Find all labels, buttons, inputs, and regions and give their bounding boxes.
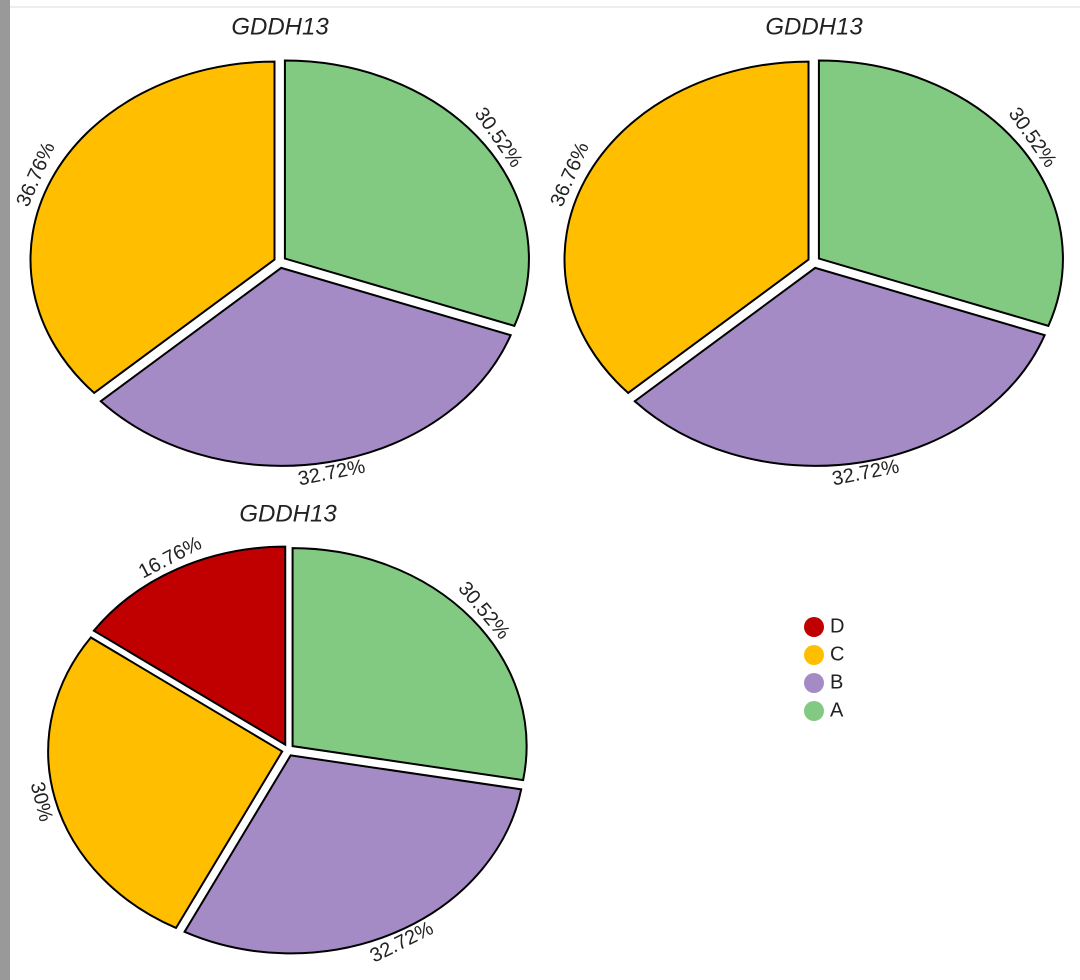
legend-label: A	[830, 699, 844, 721]
pie-slice	[99, 266, 513, 467]
side-bar	[0, 0, 10, 980]
legend-label: D	[830, 615, 844, 637]
legend-marker	[804, 701, 824, 721]
pie-slice	[563, 60, 810, 395]
pie-slice	[633, 266, 1047, 467]
legend-marker	[804, 673, 824, 693]
pie-slice	[817, 59, 1064, 328]
chart-title: GDDH13	[231, 13, 329, 40]
pie-slice	[283, 59, 530, 328]
chart-title: GDDH13	[239, 500, 337, 527]
pie-slice	[92, 545, 287, 747]
chart-title: GDDH13	[765, 13, 863, 40]
legend-label: B	[830, 671, 843, 693]
pie-slice	[183, 754, 523, 955]
legend-marker	[804, 645, 824, 665]
legend-marker	[804, 617, 824, 637]
legend-label: C	[830, 643, 844, 665]
pie-slice	[291, 547, 528, 782]
pie-slice	[47, 636, 284, 930]
pie-slice	[29, 60, 276, 395]
